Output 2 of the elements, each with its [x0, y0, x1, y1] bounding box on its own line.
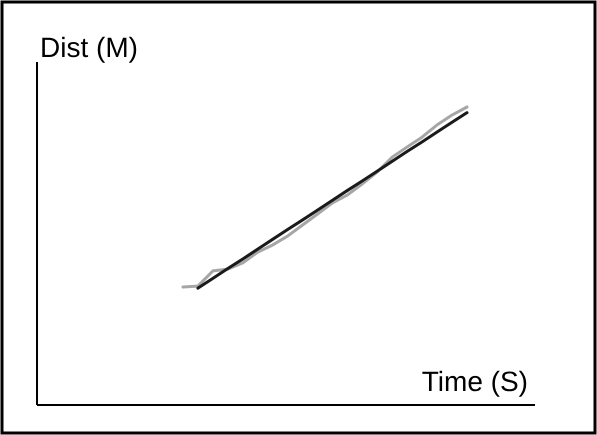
y-axis-title: Dist (M): [40, 32, 138, 63]
x-axis-title: Time (S): [422, 366, 528, 397]
